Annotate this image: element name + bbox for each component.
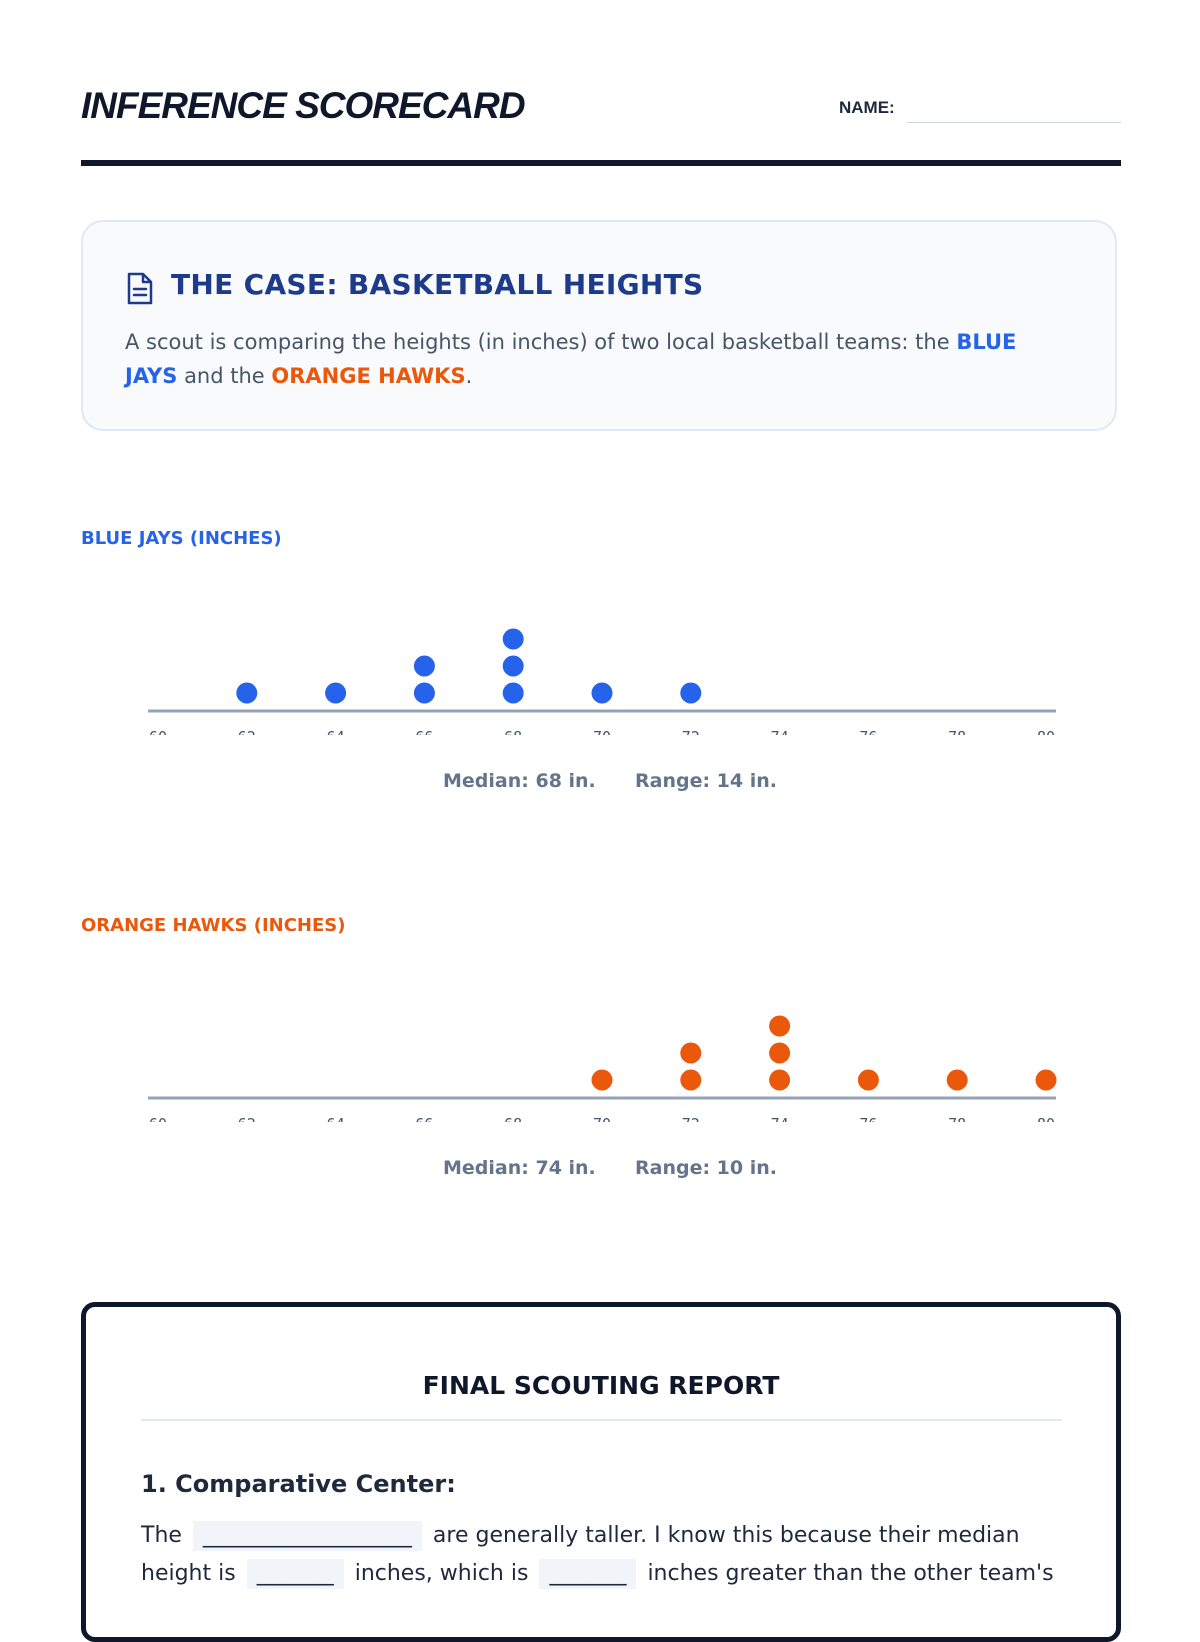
q1-part-2: are generally taller. I know this becaus… [141, 1523, 1020, 1586]
q1-part-4: inches greater than the other team's [647, 1561, 1054, 1586]
case-text-after: . [465, 364, 473, 388]
tick-label: 78 [948, 728, 966, 735]
tick-label: 60 [149, 1115, 167, 1122]
header-divider [81, 160, 1121, 166]
case-description: A scout is comparing the heights (in inc… [125, 325, 1055, 393]
data-point [591, 682, 613, 704]
dot-plot-blue-jays: 60 62 64 66 68 70 72 74 76 78 80 [148, 628, 1056, 735]
tick-label: 74 [771, 1115, 789, 1122]
data-point [680, 1042, 702, 1064]
data-point [769, 1069, 791, 1091]
case-text-middle: and the [177, 364, 272, 388]
tick-label: 68 [504, 728, 522, 735]
report-divider [141, 1419, 1062, 1421]
chart-title-blue-jays: BLUE JAYS (INCHES) [81, 528, 282, 549]
data-point [680, 1069, 702, 1091]
tick-label: 70 [593, 728, 611, 735]
question-1-title: 1. Comparative Center: [141, 1470, 456, 1498]
data-point [769, 1015, 791, 1037]
document-icon [127, 272, 153, 305]
data-point [236, 682, 258, 704]
data-point [502, 682, 524, 704]
team-a-name: BLUE JAYS [125, 330, 1017, 388]
final-report-panel: FINAL SCOUTING REPORT 1. Comparative Cen… [81, 1302, 1121, 1642]
data-point [502, 628, 524, 650]
tick-label: 66 [415, 1115, 433, 1122]
question-1-text: The ___________________ are generally ta… [141, 1517, 1066, 1593]
median-label-orange-hawks: Median: 74 in. [443, 1157, 596, 1179]
data-point [769, 1042, 791, 1064]
tick-label: 60 [149, 728, 167, 735]
tick-label: 80 [1037, 1115, 1055, 1122]
q1-part-1: The [141, 1523, 182, 1548]
q1-blank-median[interactable]: _______ [246, 1559, 344, 1589]
tick-label: 68 [504, 1115, 522, 1122]
data-point [413, 655, 435, 677]
tick-label: 80 [1037, 728, 1055, 735]
tick-label: 70 [593, 1115, 611, 1122]
header: INFERENCE SCORECARD NAME: [81, 84, 1121, 164]
tick-label: 62 [238, 728, 256, 735]
data-point [502, 655, 524, 677]
q1-part-3: inches, which is [354, 1561, 529, 1586]
tick-label: 76 [859, 1115, 877, 1122]
tick-label: 76 [859, 728, 877, 735]
name-field[interactable] [907, 122, 1121, 123]
range-label-blue-jays: Range: 14 in. [635, 770, 777, 792]
dot-plot-orange-hawks: 60 62 64 66 68 70 72 74 76 78 80 [148, 1015, 1057, 1122]
case-panel: THE CASE: BASKETBALL HEIGHTS A scout is … [81, 220, 1117, 431]
data-point [857, 1069, 879, 1091]
tick-label: 64 [327, 728, 345, 735]
case-text-before: A scout is comparing the heights (in inc… [125, 330, 957, 354]
tick-label: 62 [238, 1115, 256, 1122]
tick-label: 78 [948, 1115, 966, 1122]
range-label-orange-hawks: Range: 10 in. [635, 1157, 777, 1179]
data-point [946, 1069, 968, 1091]
tick-label: 74 [771, 728, 789, 735]
tick-label: 64 [327, 1115, 345, 1122]
report-title: FINAL SCOUTING REPORT [422, 1371, 780, 1400]
q1-blank-difference[interactable]: _______ [539, 1559, 637, 1589]
worksheet-title: INFERENCE SCORECARD [81, 85, 526, 126]
data-point [325, 682, 347, 704]
data-point [1035, 1069, 1057, 1091]
case-title: THE CASE: BASKETBALL HEIGHTS [171, 268, 704, 301]
data-point [413, 682, 435, 704]
median-label-blue-jays: Median: 68 in. [443, 770, 596, 792]
data-point [591, 1069, 613, 1091]
q1-blank-team[interactable]: ___________________ [192, 1521, 422, 1551]
tick-label: 72 [682, 1115, 700, 1122]
tick-label: 66 [415, 728, 433, 735]
tick-label: 72 [682, 728, 700, 735]
team-b-name: ORANGE HAWKS [271, 364, 466, 388]
name-label: NAME: [839, 98, 895, 117]
data-point [680, 682, 702, 704]
chart-title-orange-hawks: ORANGE HAWKS (INCHES) [81, 915, 346, 936]
